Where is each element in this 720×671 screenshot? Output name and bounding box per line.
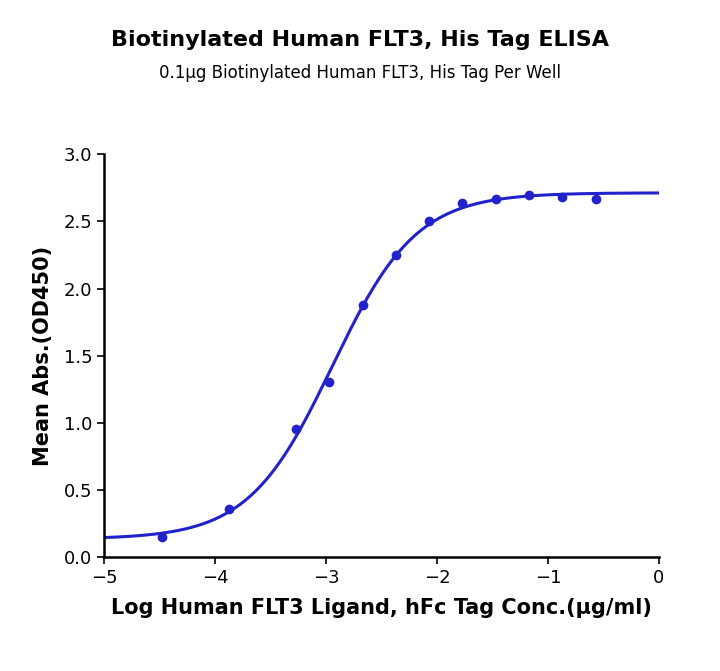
X-axis label: Log Human FLT3 Ligand, hFc Tag Conc.(μg/ml): Log Human FLT3 Ligand, hFc Tag Conc.(μg/…	[111, 598, 652, 618]
Text: 0.1μg Biotinylated Human FLT3, His Tag Per Well: 0.1μg Biotinylated Human FLT3, His Tag P…	[159, 64, 561, 82]
Y-axis label: Mean Abs.(OD450): Mean Abs.(OD450)	[32, 246, 53, 466]
Text: Biotinylated Human FLT3, His Tag ELISA: Biotinylated Human FLT3, His Tag ELISA	[111, 30, 609, 50]
